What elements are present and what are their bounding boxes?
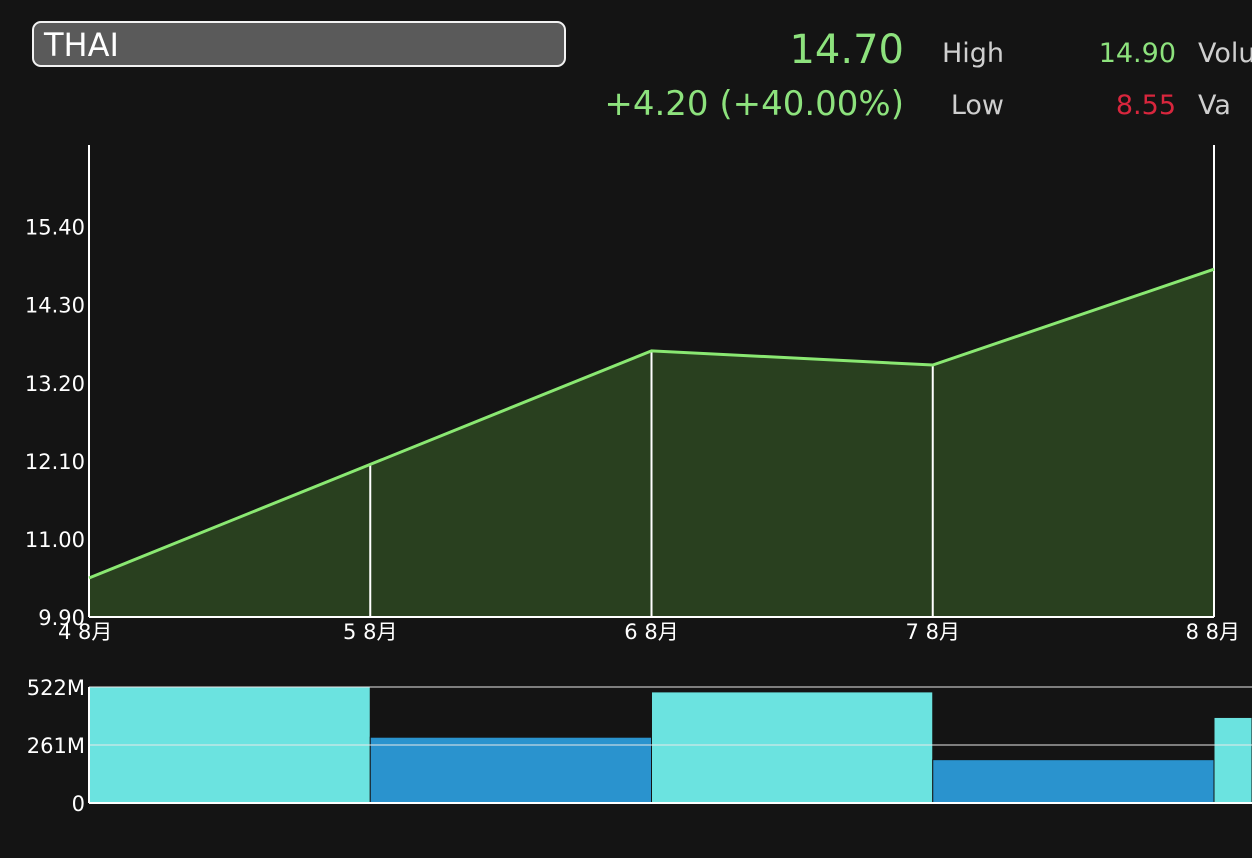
volume-bar — [1213, 716, 1252, 804]
volume-y-tick-label: 0 — [72, 792, 85, 816]
volume-y-tick-label: 261M — [27, 734, 85, 758]
high-label: High — [941, 38, 1004, 69]
volume-y-tick-label: 522M — [27, 676, 85, 700]
low-value: 8.55 — [1115, 90, 1176, 121]
price-y-tick-label: 11.00 — [25, 528, 85, 552]
price-x-tick-label: 5 8月 — [343, 620, 397, 644]
price-series-line — [88, 267, 1215, 580]
last-price: 14.70 — [789, 27, 904, 73]
price-x-tick-label: 6 8月 — [624, 620, 678, 644]
symbol-search-input[interactable]: THAI — [32, 21, 566, 67]
symbol-text: THAI — [44, 26, 119, 64]
price-y-tick-label: 14.30 — [25, 294, 85, 318]
price-x-tick-label: 7 8月 — [906, 620, 960, 644]
price-y-tick-label: 12.10 — [25, 450, 85, 474]
price-y-tick-label: 15.40 — [25, 216, 85, 240]
volume-label: Volu — [1198, 38, 1252, 69]
price-x-tick-label: 4 8月 — [58, 620, 112, 644]
price-y-tick-label: 9.90 — [38, 606, 85, 630]
price-area-chart[interactable]: 9.90 11.00 12.10 13.20 14.30 15.40 4 8月 5 8月 6 8… — [0, 0, 1252, 650]
price-y-tick-label: 13.20 — [25, 372, 85, 396]
price-change: +4.20 (+40.00%) — [604, 84, 904, 124]
price-x-tick-label: 8 8月 — [1186, 620, 1240, 644]
volume-bar — [932, 759, 1215, 804]
volume-bar — [369, 736, 652, 804]
volume-bar — [651, 691, 934, 804]
low-label: Low — [950, 90, 1004, 121]
value-label: Va — [1198, 90, 1231, 121]
high-value: 14.90 — [1098, 38, 1176, 69]
